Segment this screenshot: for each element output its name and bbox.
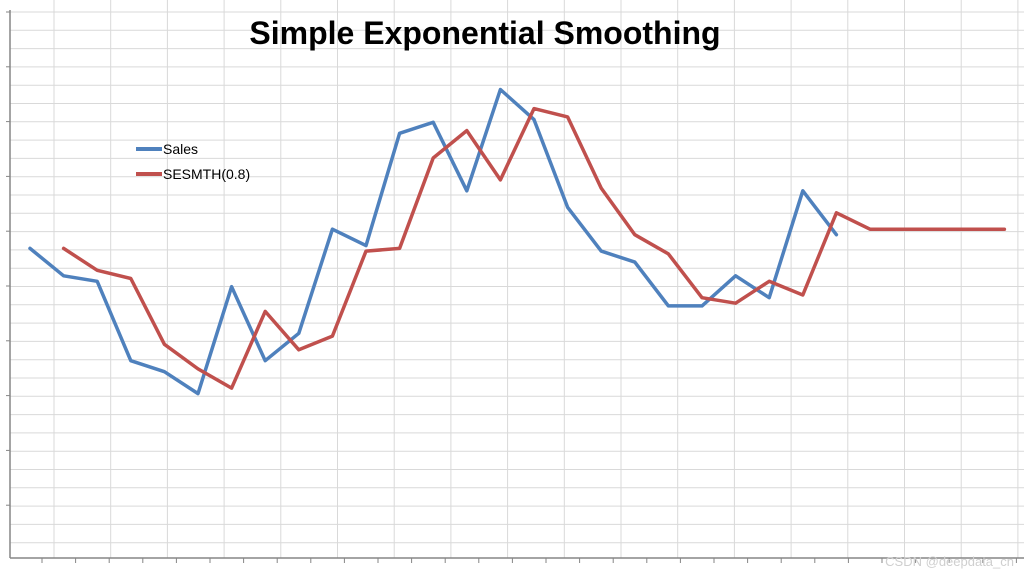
legend: Sales SESMTH(0.8) [136, 141, 250, 182]
chart-title: Simple Exponential Smoothing [249, 15, 720, 51]
series-layer [28, 87, 1007, 396]
series-line-sales [28, 87, 839, 396]
series-line-sesmth [61, 106, 1007, 390]
legend-label-sesmth: SESMTH(0.8) [163, 166, 250, 182]
watermark: CSDN @deepdata_cn [885, 554, 1014, 569]
gridlines [10, 0, 1024, 558]
legend-label-sales: Sales [163, 141, 198, 157]
axes [6, 10, 1024, 563]
